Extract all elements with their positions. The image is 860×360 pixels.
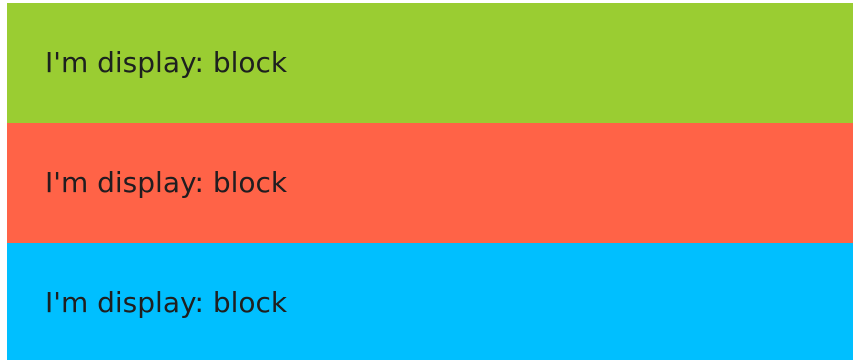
block-box-blue: I'm display: block — [7, 243, 853, 360]
block-label: I'm display: block — [45, 166, 288, 199]
block-label: I'm display: block — [45, 286, 288, 319]
block-box-red: I'm display: block — [7, 123, 853, 243]
block-box-green: I'm display: block — [7, 3, 853, 123]
block-label: I'm display: block — [45, 46, 288, 79]
